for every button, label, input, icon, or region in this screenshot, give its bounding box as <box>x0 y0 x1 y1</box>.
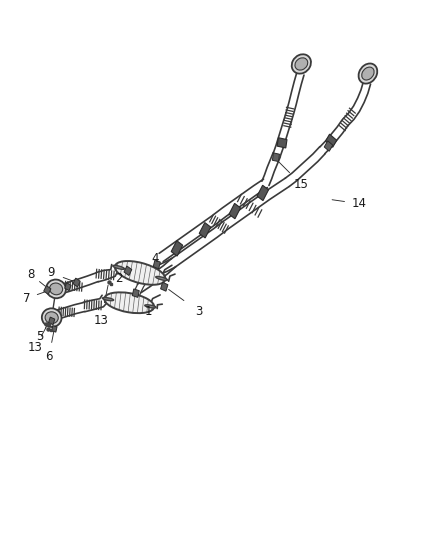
Text: 13: 13 <box>28 341 42 354</box>
Polygon shape <box>124 266 132 276</box>
Polygon shape <box>229 204 240 219</box>
Text: 4: 4 <box>152 252 159 265</box>
Ellipse shape <box>42 308 61 327</box>
Polygon shape <box>153 260 160 269</box>
Polygon shape <box>257 185 268 200</box>
Ellipse shape <box>145 305 156 308</box>
Polygon shape <box>272 153 279 161</box>
Ellipse shape <box>113 265 124 269</box>
Text: 14: 14 <box>352 197 367 210</box>
Text: 7: 7 <box>22 292 30 305</box>
Ellipse shape <box>104 292 154 313</box>
Polygon shape <box>49 317 55 325</box>
Text: 1: 1 <box>144 305 152 318</box>
Text: 3: 3 <box>196 305 203 318</box>
Polygon shape <box>132 289 139 297</box>
Polygon shape <box>199 223 211 238</box>
Text: 2: 2 <box>115 272 123 285</box>
Polygon shape <box>277 138 287 148</box>
Polygon shape <box>161 282 168 291</box>
Ellipse shape <box>295 58 308 70</box>
Ellipse shape <box>156 277 167 280</box>
Polygon shape <box>65 283 71 290</box>
Polygon shape <box>324 141 333 151</box>
Ellipse shape <box>45 312 58 324</box>
Polygon shape <box>52 326 57 332</box>
Text: 9: 9 <box>47 266 55 279</box>
Ellipse shape <box>49 283 63 295</box>
Ellipse shape <box>362 67 374 80</box>
Ellipse shape <box>46 279 66 298</box>
Ellipse shape <box>359 63 377 84</box>
Text: 13: 13 <box>93 314 108 327</box>
Polygon shape <box>73 278 80 287</box>
Ellipse shape <box>115 261 166 285</box>
Text: 15: 15 <box>294 178 309 191</box>
Ellipse shape <box>292 54 311 74</box>
Polygon shape <box>44 286 51 294</box>
Text: 6: 6 <box>45 350 53 362</box>
Polygon shape <box>325 134 337 147</box>
Ellipse shape <box>102 297 113 301</box>
Text: 8: 8 <box>27 268 34 281</box>
Text: 5: 5 <box>36 330 43 343</box>
Polygon shape <box>171 241 183 256</box>
